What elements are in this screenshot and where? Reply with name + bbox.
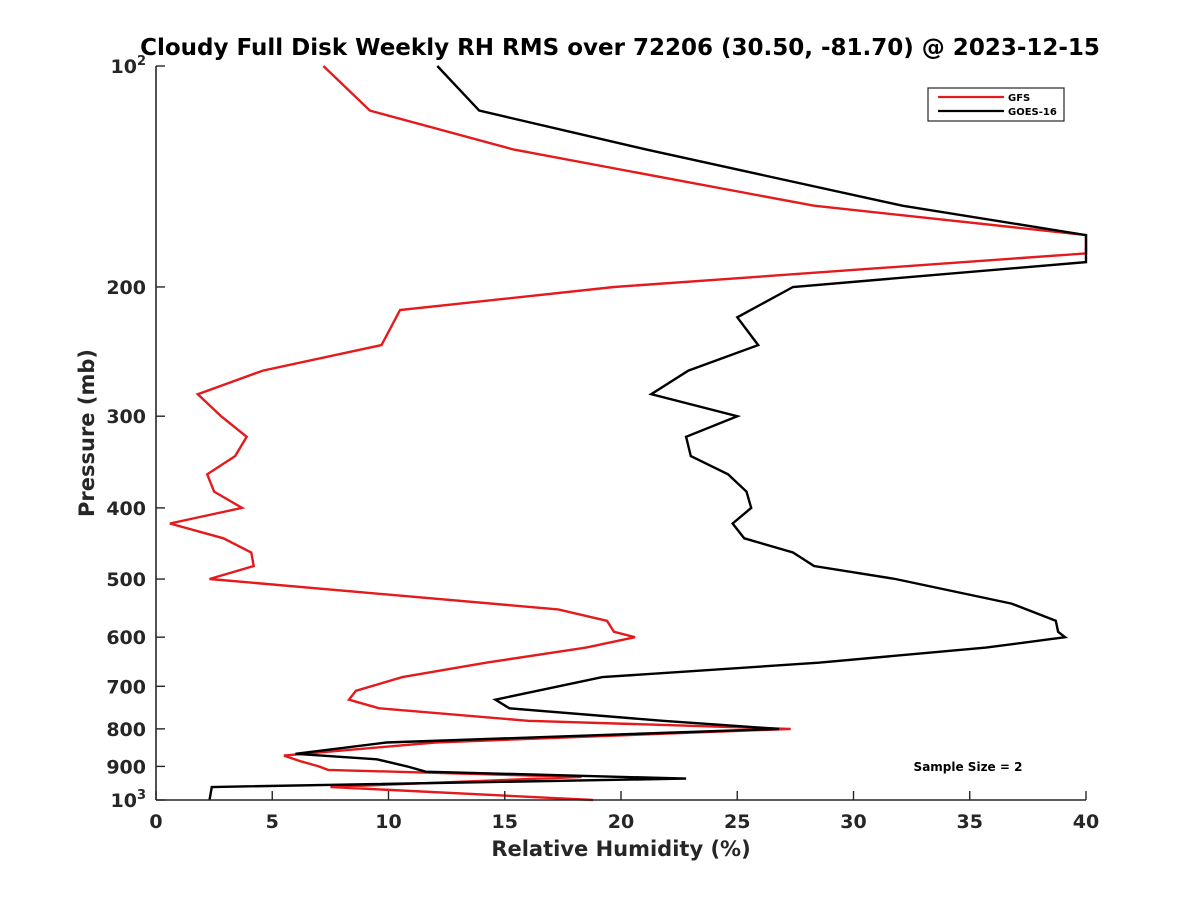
y-tick-label: 102: [111, 54, 147, 78]
y-tick-label: 200: [106, 277, 146, 299]
x-axis-label: Relative Humidity (%): [491, 837, 750, 861]
axes: [155, 66, 1086, 801]
legend-goes16-label: GOES-16: [1008, 107, 1057, 118]
y-tick-label: 900: [106, 756, 146, 778]
series-line-goes16: [208, 65, 1088, 801]
y-tick-label: 400: [106, 498, 146, 520]
x-tick-label: 30: [840, 811, 866, 833]
y-axis-label: Pressure (mb): [75, 349, 99, 517]
y-tick-label: 700: [106, 676, 146, 698]
x-tick-label: 10: [375, 811, 401, 833]
legend: GFS GOES-16: [927, 87, 1065, 122]
x-tick-label: 15: [492, 811, 518, 833]
sample-size-annotation: Sample Size = 2: [914, 760, 1023, 774]
x-ticks: 0 5 10 15 20 25 30 35 40: [149, 791, 1099, 833]
plot-area: [169, 65, 1088, 802]
legend-gfs-label: GFS: [1008, 93, 1030, 104]
y-tick-label: 600: [106, 627, 146, 649]
x-tick-label: 20: [608, 811, 634, 833]
series-line-gfs: [169, 65, 1088, 802]
y-tick-label: 103: [111, 788, 147, 812]
legend-box: [927, 87, 1065, 122]
y-ticks: 102 200 300 400 500 600 700 800 900 103: [106, 54, 165, 812]
y-tick-label: 500: [106, 569, 146, 591]
x-tick-label: 25: [724, 811, 750, 833]
chart-title: Cloudy Full Disk Weekly RH RMS over 7220…: [140, 35, 1100, 61]
y-tick-label: 800: [106, 719, 146, 741]
y-tick-label: 300: [106, 406, 146, 428]
x-tick-label: 35: [957, 811, 983, 833]
x-tick-label: 5: [266, 811, 279, 833]
x-tick-label: 40: [1073, 811, 1099, 833]
x-tick-label: 0: [149, 811, 162, 833]
